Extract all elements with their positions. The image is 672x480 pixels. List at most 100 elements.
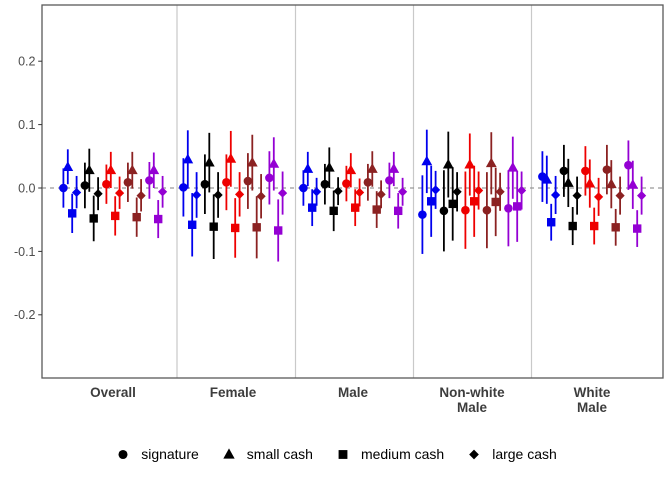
marker-diamond [333, 186, 343, 196]
marker-diamond [355, 187, 365, 198]
marker-circle [385, 176, 394, 185]
marker-triangle [182, 153, 194, 164]
marker-square [568, 221, 577, 231]
marker-diamond [551, 190, 561, 200]
y-tick-label: -0.2 [14, 308, 36, 322]
marker-circle [59, 183, 68, 193]
marker-square [209, 222, 218, 231]
marker-triangle [203, 156, 215, 167]
square-icon [338, 450, 348, 459]
y-tick-label: 0.2 [18, 55, 35, 69]
marker-triangle [421, 155, 433, 166]
marker-square [111, 211, 120, 221]
group-label: Male [338, 385, 369, 400]
marker-diamond [572, 191, 582, 201]
marker-triangle [62, 161, 74, 171]
marker-circle [265, 173, 274, 183]
marker-triangle [223, 448, 235, 459]
marker-circle [342, 179, 351, 188]
marker-square [491, 197, 500, 207]
marker-triangle [83, 164, 95, 175]
legend-label: small cash [246, 446, 313, 462]
marker-triangle [225, 153, 237, 163]
circle-icon [118, 449, 128, 460]
marker-circle [123, 177, 133, 187]
marker-diamond [452, 187, 462, 197]
marker-diamond [192, 190, 202, 200]
legend-label: large cash [492, 446, 557, 462]
marker-diamond [495, 187, 505, 197]
diamond-icon [469, 449, 480, 460]
marker-diamond [615, 191, 625, 201]
triangle-icon [223, 448, 235, 459]
marker-triangle [562, 177, 574, 187]
marker-circle [179, 183, 188, 192]
marker-square [154, 214, 163, 224]
legend-label: medium cash [360, 446, 445, 462]
legend-item-signature: signature [115, 446, 199, 462]
marker-diamond [278, 188, 288, 198]
marker-triangle [345, 164, 357, 175]
marker-triangle [366, 163, 378, 173]
marker-diamond [594, 192, 604, 202]
marker-triangle [541, 173, 553, 184]
marker-square [274, 226, 283, 235]
marker-square [513, 202, 522, 211]
marker-square [252, 223, 261, 232]
marker-diamond [136, 191, 146, 201]
marker-triangle [584, 177, 596, 188]
marker-triangle [105, 164, 117, 175]
marker-square [427, 197, 436, 206]
y-tick-label: -0.1 [14, 245, 36, 259]
marker-circle [363, 177, 373, 187]
marker-diamond [72, 187, 82, 198]
marker-diamond [115, 188, 125, 198]
marker-circle [461, 205, 470, 215]
marker-square [351, 203, 360, 212]
marker-square [188, 220, 197, 229]
marker-circle [222, 177, 231, 187]
panel-border [41, 4, 664, 379]
group-label: Non-white [439, 385, 505, 400]
marker-circle [200, 179, 210, 189]
marker-square [590, 221, 599, 231]
marker-square [338, 450, 348, 459]
marker-square [633, 224, 642, 233]
marker-square [329, 206, 338, 216]
marker-triangle [464, 158, 476, 169]
marker-square [132, 212, 141, 222]
marker-square [394, 206, 403, 216]
marker-circle [581, 166, 590, 176]
group-label: White [574, 385, 611, 400]
marker-diamond [474, 185, 484, 196]
marker-triangle [268, 158, 280, 168]
marker-circle [102, 179, 111, 189]
y-tick-label: 0.1 [18, 118, 35, 132]
marker-circle [559, 166, 569, 176]
marker-circle [320, 179, 330, 189]
marker-triangle [388, 163, 400, 173]
marker-circle [243, 176, 253, 186]
marker-triangle [442, 158, 454, 169]
marker-diamond [213, 190, 223, 200]
marker-triangle [246, 156, 258, 167]
marker-diamond [158, 187, 168, 197]
marker-circle [80, 181, 90, 190]
marker-square [68, 209, 77, 218]
marker-triangle [126, 164, 138, 175]
legend-label: signature [141, 446, 199, 462]
marker-circle [145, 176, 154, 185]
marker-circle [299, 183, 308, 193]
marker-diamond [235, 189, 245, 199]
marker-diamond [312, 187, 322, 197]
marker-circle [118, 449, 128, 460]
marker-circle [602, 165, 612, 174]
marker-triangle [485, 157, 497, 168]
legend-item-large-cash: large cash [466, 446, 557, 462]
marker-circle [624, 160, 633, 170]
marker-triangle [302, 163, 314, 173]
marker-square [231, 223, 240, 233]
marker-diamond [637, 191, 647, 201]
legend-item-medium-cash: medium cash [335, 446, 444, 462]
